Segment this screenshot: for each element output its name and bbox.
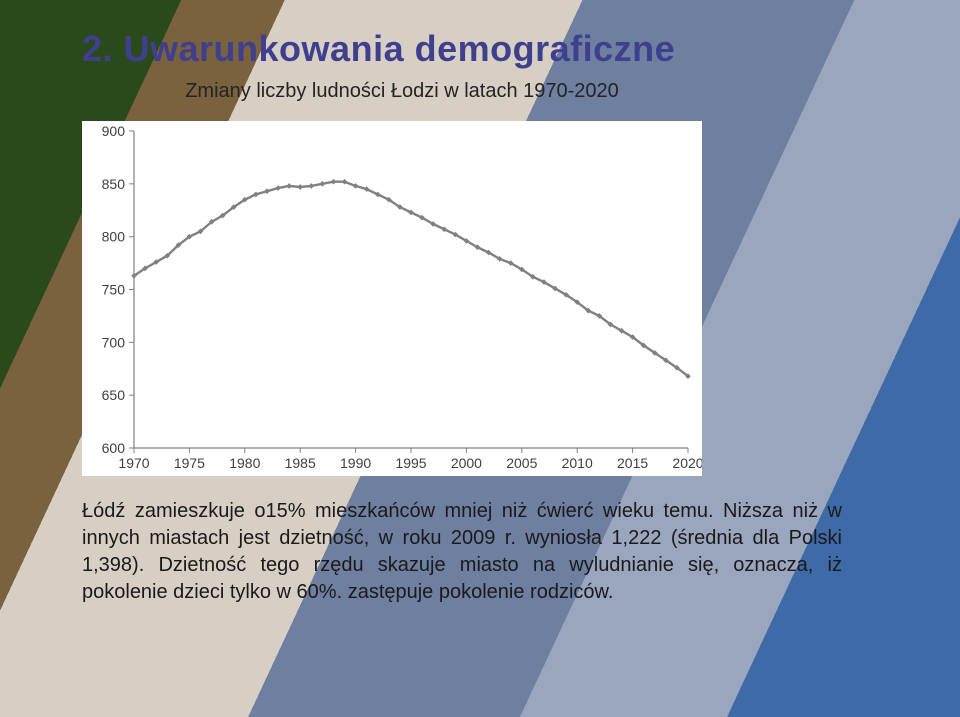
svg-text:2020: 2020 — [672, 455, 702, 471]
chart-subtitle: Zmiany liczby ludności Łodzi w latach 19… — [82, 80, 722, 103]
svg-text:750: 750 — [102, 282, 126, 298]
svg-text:1980: 1980 — [229, 455, 260, 471]
svg-text:1970: 1970 — [118, 455, 149, 471]
svg-text:1990: 1990 — [340, 455, 371, 471]
slide-content: 2. Uwarunkowania demograficzne Zmiany li… — [82, 28, 862, 606]
svg-text:800: 800 — [102, 229, 126, 245]
body-text: Łódź zamieszkuje o15% mieszkańców mniej … — [82, 498, 842, 606]
svg-text:600: 600 — [102, 440, 126, 456]
svg-text:650: 650 — [102, 387, 126, 403]
svg-text:900: 900 — [102, 123, 126, 139]
svg-text:2005: 2005 — [506, 455, 537, 471]
svg-text:850: 850 — [102, 176, 126, 192]
page-title: 2. Uwarunkowania demograficzne — [82, 28, 862, 70]
svg-text:1985: 1985 — [285, 455, 316, 471]
svg-text:2000: 2000 — [451, 455, 482, 471]
slide-background: 2. Uwarunkowania demograficzne Zmiany li… — [0, 0, 960, 717]
svg-text:2015: 2015 — [617, 455, 648, 471]
svg-text:1995: 1995 — [395, 455, 426, 471]
svg-text:1975: 1975 — [174, 455, 205, 471]
svg-text:2010: 2010 — [562, 455, 593, 471]
population-chart: 600 650 700 750 800 850 900 1970 1975 1980 1985 199… — [82, 121, 702, 476]
svg-text:700: 700 — [102, 334, 126, 350]
